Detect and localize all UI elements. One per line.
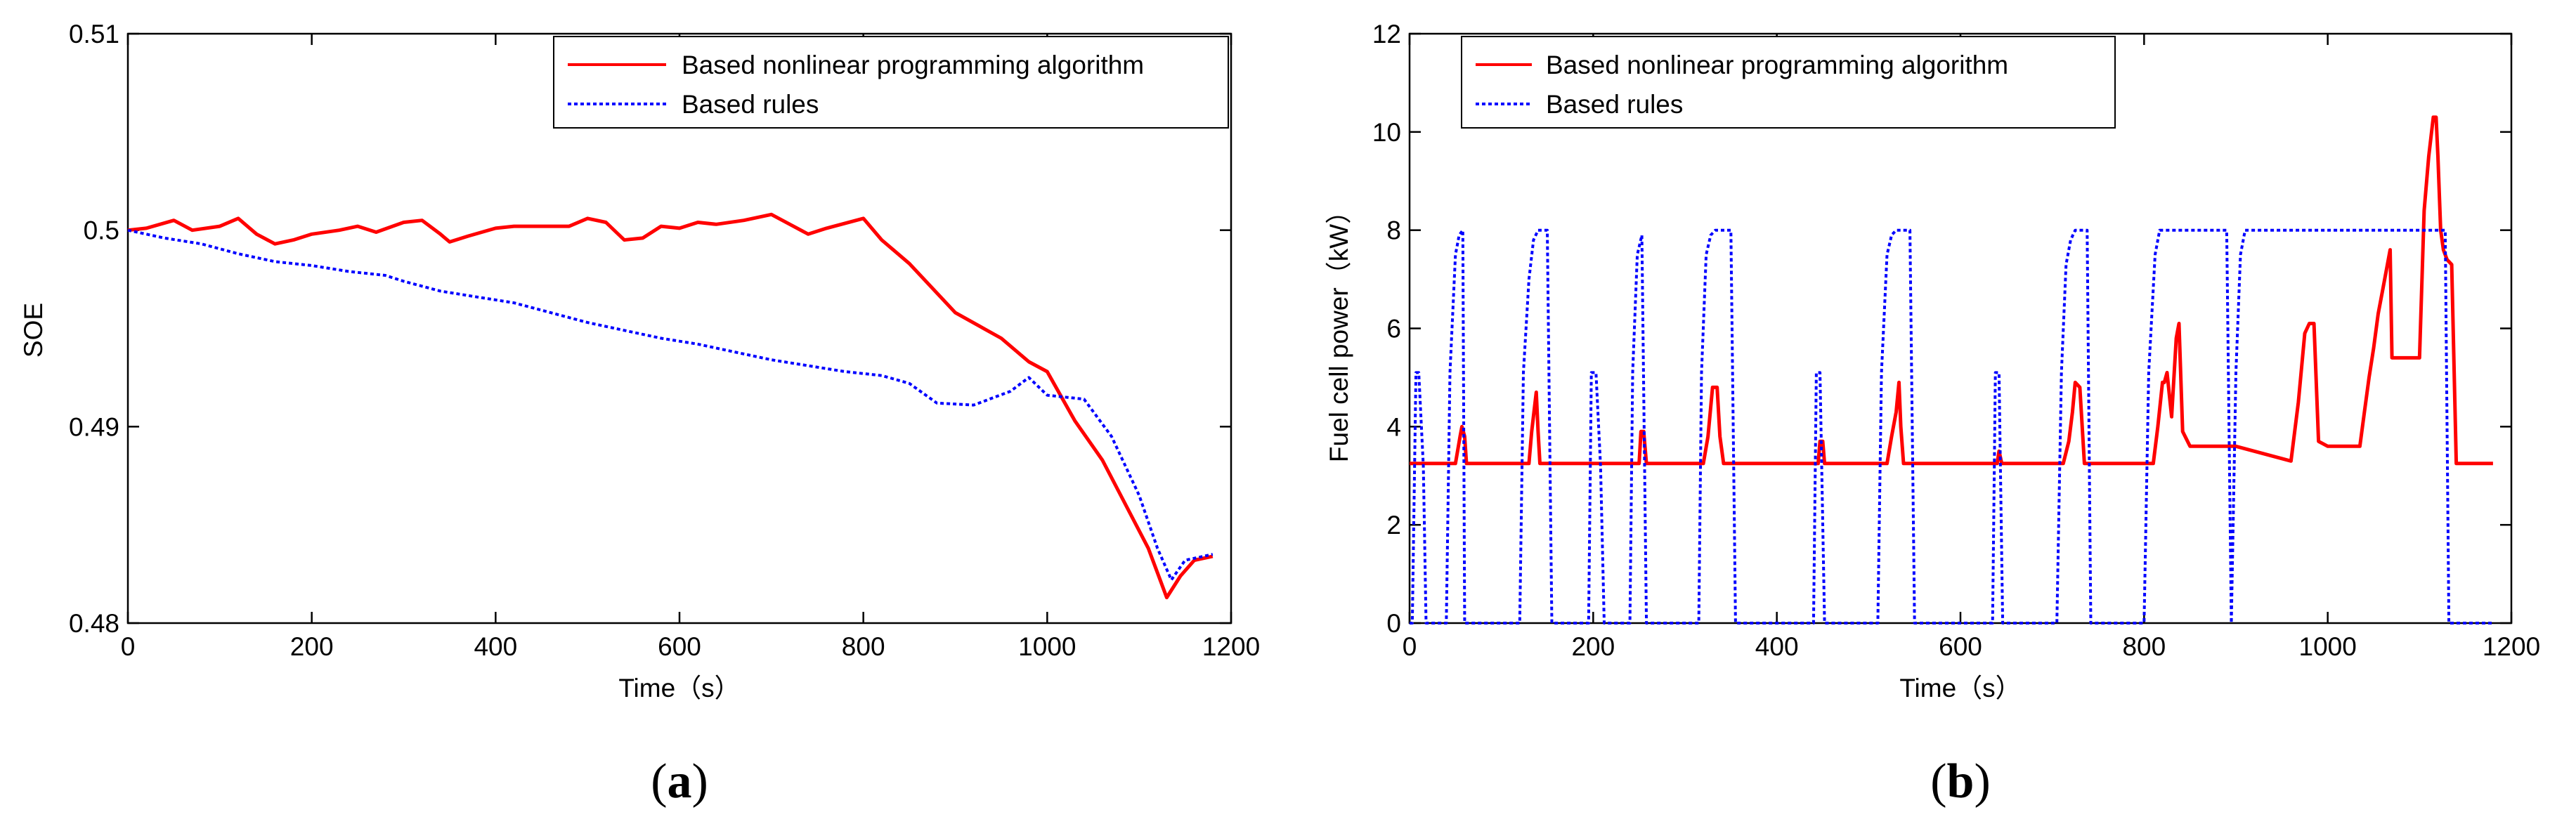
panel-b-y-tick-label: 8 (1386, 216, 1401, 245)
panel-b-caption-open: ( (1930, 754, 1946, 809)
panel-a-caption-letter: a (668, 754, 692, 809)
panel-a-caption-open: ( (651, 754, 667, 809)
panel-a-x-axis-label: Time（s） (618, 674, 740, 702)
panel-a-y-tick-label: 0.49 (69, 412, 119, 441)
panel-b-legend-label-1: Based rules (1546, 90, 1683, 119)
panel-b-y-tick-label: 0 (1386, 609, 1401, 638)
panel-a-x-tick-label: 1000 (1018, 632, 1076, 661)
panel-a-x-tick-label: 0 (121, 632, 136, 661)
panel-a-x-tick-label: 800 (842, 632, 885, 661)
panel-a-y-tick-label: 0.48 (69, 609, 119, 638)
panel-a-series-group (127, 212, 1214, 600)
panel-a-legend-label-0: Based nonlinear programming algorithm (682, 51, 1144, 79)
panel-b-x-tick-label: 1200 (2483, 632, 2540, 661)
panel-b-x-tick-label: 200 (1571, 632, 1615, 661)
panel-a-x-tick-label: 1200 (1202, 632, 1260, 661)
panel-b-legend-box (1461, 36, 2116, 129)
panel-a-y-axis: 0.48 0.49 0.5 0.51 (69, 20, 1231, 638)
panel-b-y-tick-label: 4 (1386, 412, 1401, 441)
panel-b-x-tick-label: 600 (1939, 632, 1982, 661)
panel-a-legend: Based nonlinear programming algorithm Ba… (553, 36, 1229, 129)
panel-a-x-tick-label: 600 (658, 632, 701, 661)
panel-b-x-axis: 0 200 400 600 800 1000 1200 (1403, 34, 2540, 661)
panel-a-caption-close: ) (692, 754, 708, 809)
panel-b-y-tick-label: 2 (1386, 511, 1401, 539)
panel-a-soe-chart: 0 200 400 600 800 1000 1200 0.48 0.49 0.5 0.51 Ti… (19, 20, 1260, 809)
panel-b-caption-label: (b) (1930, 754, 1991, 809)
panel-b-y-tick-label: 10 (1372, 118, 1401, 147)
panel-b-y-tick-label: 12 (1372, 20, 1401, 48)
panel-b-caption-letter: b (1947, 754, 1975, 809)
panel-a-x-axis: 0 200 400 600 800 1000 1200 (121, 34, 1260, 661)
panel-a-x-tick-label: 200 (290, 632, 334, 661)
panel-b-x-tick-label: 1000 (2299, 632, 2357, 661)
panel-b-x-tick-label: 0 (1403, 632, 1417, 661)
panel-b-series-group (1410, 115, 2493, 624)
panel-a-legend-label-1: Based rules (682, 90, 819, 119)
panel-a-series-nonlinear-line (127, 212, 1214, 600)
panel-a-caption-label: (a) (651, 754, 708, 809)
panel-a-x-tick-label: 400 (474, 632, 517, 661)
panel-b-series-rules-line (1410, 228, 2493, 624)
panel-b-x-tick-label: 800 (2122, 632, 2166, 661)
panel-b-series-nonlinear-line (1410, 115, 2493, 466)
panel-b-caption-close: ) (1974, 754, 1990, 809)
panel-a-series-rules-line (127, 228, 1214, 582)
panel-b-y-axis-label: Fuel cell power（kW） (1325, 198, 1353, 462)
panel-b-x-tick-label: 400 (1755, 632, 1799, 661)
panel-b-legend-label-0: Based nonlinear programming algorithm (1546, 51, 2008, 79)
panel-b-y-tick-label: 6 (1386, 315, 1401, 344)
panel-b-x-axis-label: Time（s） (1899, 674, 2021, 702)
panel-a-y-axis-label: SOE (19, 303, 48, 358)
panel-a-y-tick-label: 0.51 (69, 20, 119, 48)
panel-b-legend: Based nonlinear programming algorithm Ba… (1461, 36, 2116, 129)
panel-a-y-tick-label: 0.5 (84, 216, 119, 245)
panel-a-legend-box (553, 36, 1229, 129)
